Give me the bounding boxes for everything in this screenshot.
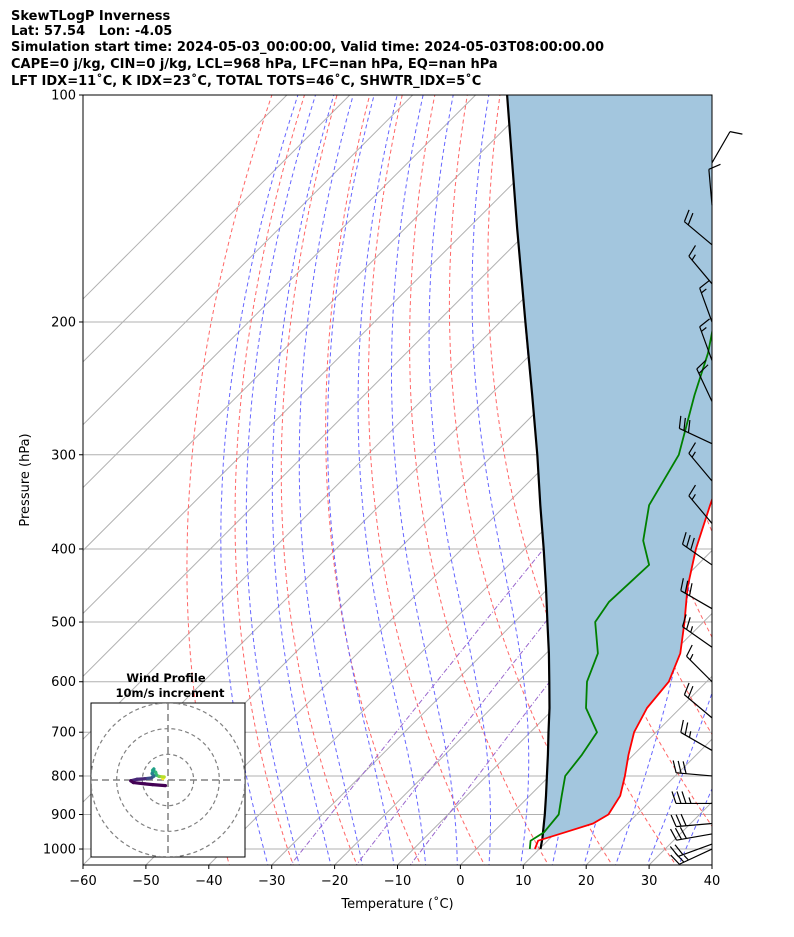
isotherm-line bbox=[83, 95, 414, 426]
isotherm-line bbox=[522, 675, 712, 865]
x-tick-label: 0 bbox=[456, 874, 464, 889]
wind-barb bbox=[688, 484, 713, 524]
wind-barbs bbox=[669, 131, 743, 865]
inset-subtitle: 10m/s increment bbox=[116, 686, 225, 700]
wind-barb bbox=[669, 843, 713, 857]
x-tick-label: 10 bbox=[515, 874, 532, 889]
moist-adiabat bbox=[471, 95, 530, 865]
y-tick-label: 100 bbox=[51, 89, 76, 104]
isotherm-line bbox=[711, 864, 712, 865]
chart-times: Simulation start time: 2024-05-03_00:00:… bbox=[11, 40, 604, 55]
isotherm-line bbox=[83, 95, 540, 552]
y-tick-label: 700 bbox=[51, 726, 76, 741]
moist-adiabat bbox=[678, 787, 712, 865]
x-tick-label: −30 bbox=[258, 874, 285, 889]
dry-adiabat bbox=[234, 95, 306, 865]
isotherm-line bbox=[83, 95, 477, 489]
chart-location: Lat: 57.54 Lon: -4.05 bbox=[11, 24, 173, 39]
wind-barb bbox=[688, 245, 713, 285]
x-tick-label: 30 bbox=[641, 874, 658, 889]
axes: −60 −50 −40 −30 −20 −10 0 10 20 30 40 100 200 300 400 5… bbox=[18, 89, 720, 913]
wind-barb bbox=[696, 359, 713, 402]
wind-barb bbox=[678, 415, 713, 445]
wind-barb bbox=[669, 827, 713, 841]
parcel-trace-line bbox=[506, 95, 551, 850]
cape-shaded-area bbox=[507, 95, 712, 839]
wind-barb bbox=[681, 614, 713, 648]
x-tick-label: −60 bbox=[69, 874, 96, 889]
hodograph-segment bbox=[151, 783, 168, 788]
wind-barb bbox=[670, 813, 713, 828]
x-axis-label: Temperature (˚C) bbox=[340, 896, 453, 912]
inset-title: Wind Profile bbox=[126, 671, 206, 685]
dry-adiabat bbox=[727, 78, 794, 868]
wind-barb bbox=[681, 532, 713, 566]
isotherm-line bbox=[396, 549, 712, 865]
temperature-line bbox=[534, 497, 712, 850]
moist-adiabat bbox=[220, 95, 299, 865]
wind-barb bbox=[688, 442, 713, 482]
isotherm-line bbox=[333, 486, 712, 865]
y-tick-label: 200 bbox=[51, 315, 76, 330]
moist-adiabat bbox=[391, 95, 458, 865]
wind-barb bbox=[671, 791, 712, 805]
x-tick-label: −20 bbox=[321, 874, 348, 889]
y-tick-label: 400 bbox=[51, 542, 76, 557]
y-tick-label: 300 bbox=[51, 448, 76, 463]
y-tick-label: 600 bbox=[51, 675, 76, 690]
moist-adiabat bbox=[646, 691, 712, 865]
isotherm-line bbox=[83, 95, 288, 300]
wind-barb bbox=[686, 644, 713, 683]
y-tick-label: 900 bbox=[51, 808, 76, 823]
wind-barb bbox=[680, 578, 713, 610]
y-tick-label: 1000 bbox=[43, 843, 76, 858]
y-axis-label: Pressure (hPa) bbox=[18, 433, 33, 526]
chart-params-1: CAPE=0 j/kg, CIN=0 j/kg, LCL=968 hPa, LF… bbox=[11, 57, 498, 72]
wind-barb bbox=[699, 318, 713, 361]
dry-adiabat bbox=[448, 95, 613, 865]
moist-adiabat bbox=[245, 95, 316, 865]
x-tick-label: 40 bbox=[704, 874, 721, 889]
wind-barb bbox=[683, 682, 713, 719]
wind-barb bbox=[711, 131, 743, 164]
y-tick-label: 800 bbox=[51, 769, 76, 784]
x-tick-label: 20 bbox=[578, 874, 595, 889]
chart-params-2: LFT IDX=11˚C, K IDX=23˚C, TOTAL TOTS=46˚… bbox=[11, 74, 482, 89]
dewpoint-line bbox=[528, 328, 712, 850]
wind-barb bbox=[683, 209, 713, 246]
moist-adiabat bbox=[709, 860, 712, 865]
chart-title: SkewTLogP Inverness bbox=[11, 9, 171, 24]
wind-barb bbox=[699, 279, 713, 323]
wind-barb bbox=[708, 163, 721, 206]
wind-barb bbox=[680, 719, 713, 751]
x-tick-label: −10 bbox=[384, 874, 411, 889]
dry-adiabat bbox=[759, 78, 794, 868]
y-tick-label: 500 bbox=[51, 616, 76, 631]
dry-adiabat bbox=[325, 95, 422, 865]
moist-adiabat bbox=[428, 95, 491, 865]
dry-adiabat bbox=[280, 95, 358, 865]
x-tick-label: −50 bbox=[132, 874, 159, 889]
wind-barb bbox=[672, 760, 713, 777]
hodograph-segment bbox=[131, 780, 147, 786]
isotherm-line bbox=[83, 95, 351, 363]
x-tick-label: −40 bbox=[195, 874, 222, 889]
